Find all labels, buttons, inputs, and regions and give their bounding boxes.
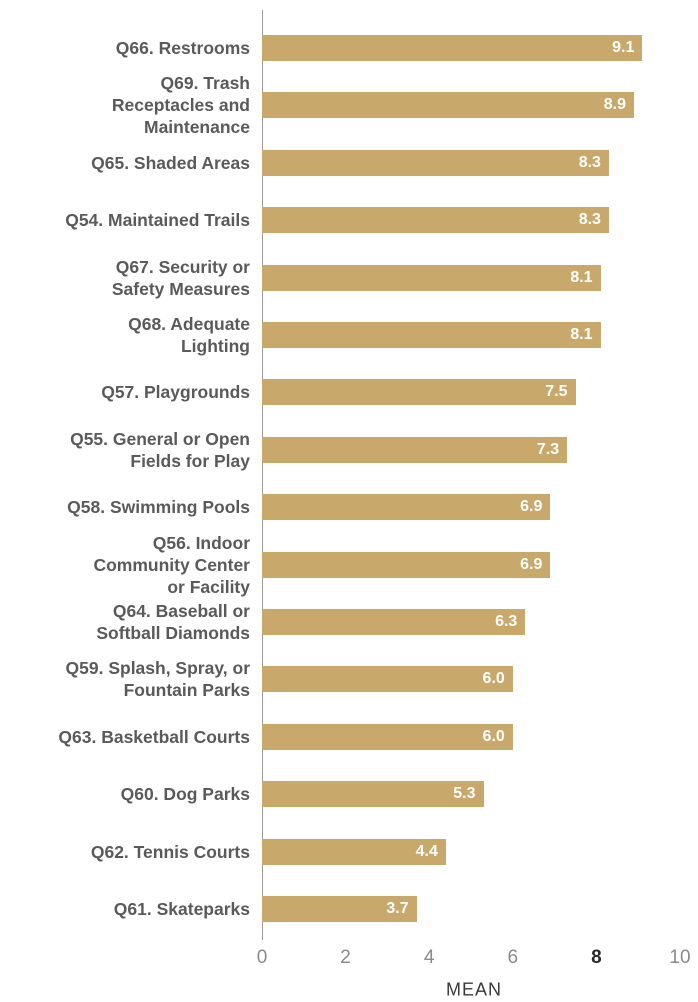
bar-value-label: 6.9 bbox=[520, 498, 543, 516]
category-label: Q57. Playgrounds bbox=[101, 382, 250, 403]
bar bbox=[262, 207, 609, 234]
bar-value-label: 8.9 bbox=[603, 96, 627, 114]
bar bbox=[262, 609, 526, 635]
bar bbox=[262, 322, 601, 348]
bar-value-label: 8.3 bbox=[578, 211, 601, 229]
x-tick-label: 4 bbox=[423, 947, 435, 968]
bar-value-label: 6.0 bbox=[482, 727, 505, 745]
bar-value-label: 8.3 bbox=[578, 153, 601, 171]
bar-value-label: 7.5 bbox=[545, 383, 568, 401]
category-label: Q65. Shaded Areas bbox=[91, 152, 250, 173]
category-label: Q61. Skateparks bbox=[113, 899, 250, 919]
category-label: Q68. Adequate Lighting bbox=[128, 314, 250, 356]
category-label: Q60. Dog Parks bbox=[120, 784, 250, 805]
y-axis-line bbox=[262, 10, 263, 940]
bar-value-label: 8.1 bbox=[570, 268, 593, 286]
category-label: Q63. Basketball Courts bbox=[58, 726, 250, 747]
bar-value-label: 3.7 bbox=[386, 900, 409, 917]
bar bbox=[262, 551, 551, 578]
bar bbox=[262, 35, 643, 61]
category-label: Q62. Tennis Courts bbox=[90, 841, 250, 862]
bar bbox=[262, 379, 576, 406]
bar bbox=[262, 264, 601, 291]
category-label: Q54. Maintained Trails bbox=[65, 210, 250, 231]
x-tick-label: 2 bbox=[340, 947, 351, 968]
bar-value-label: 6.0 bbox=[482, 670, 505, 688]
x-tick-label: 6 bbox=[507, 947, 519, 968]
bar-value-label: 7.3 bbox=[536, 440, 560, 458]
bar-value-label: 8.1 bbox=[570, 326, 593, 343]
bar bbox=[262, 666, 513, 693]
bar bbox=[262, 149, 609, 176]
bar bbox=[262, 781, 484, 808]
bar bbox=[262, 896, 417, 922]
bar bbox=[262, 494, 551, 521]
category-label: Q67. Security or Safety Measures bbox=[111, 256, 250, 299]
bar bbox=[262, 838, 446, 865]
bar-value-label: 4.4 bbox=[415, 842, 438, 860]
category-label: Q59. Splash, Spray, or Fountain Parks bbox=[65, 658, 250, 701]
x-axis-title: MEAN bbox=[445, 979, 503, 1000]
bar-value-label: 6.3 bbox=[495, 613, 518, 630]
category-label: Q58. Swimming Pools bbox=[67, 497, 250, 518]
x-tick-label: 8 bbox=[591, 947, 602, 968]
x-tick-label: 0 bbox=[256, 947, 268, 968]
category-label: Q56. Indoor Community Center or Facility bbox=[93, 532, 250, 597]
bar bbox=[262, 723, 513, 750]
bar bbox=[262, 436, 568, 463]
bar-value-label: 6.9 bbox=[520, 555, 543, 573]
category-label: Q69. Trash Receptacles and Maintenance bbox=[111, 73, 250, 138]
category-label: Q55. General or Open Fields for Play bbox=[70, 428, 250, 471]
category-label: Q66. Restrooms bbox=[115, 38, 250, 58]
bar-value-label: 5.3 bbox=[453, 785, 476, 803]
bar bbox=[262, 92, 635, 119]
x-tick-label: 10 bbox=[669, 947, 691, 968]
bar-value-label: 9.1 bbox=[612, 39, 635, 56]
category-label: Q64. Baseball or Softball Diamonds bbox=[96, 601, 250, 643]
